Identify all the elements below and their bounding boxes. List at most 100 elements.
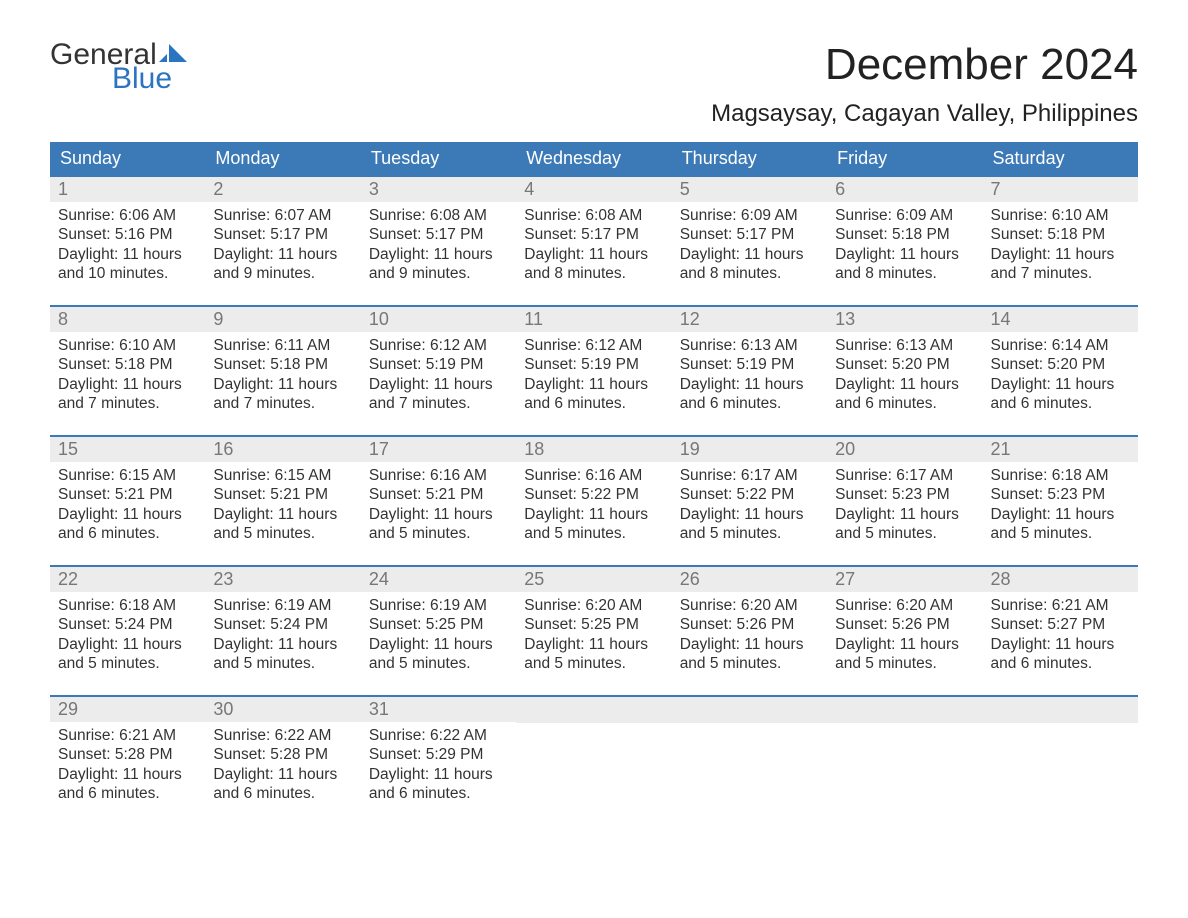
- daylight-line: Daylight: 11 hours and 5 minutes.: [524, 505, 663, 544]
- day-number: 6: [827, 177, 982, 202]
- daylight-line: Daylight: 11 hours and 6 minutes.: [58, 765, 197, 804]
- sunrise-line: Sunrise: 6:17 AM: [835, 466, 974, 485]
- calendar-cell: 8Sunrise: 6:10 AMSunset: 5:18 PMDaylight…: [50, 307, 205, 417]
- calendar-cell: 1Sunrise: 6:06 AMSunset: 5:16 PMDaylight…: [50, 177, 205, 287]
- sunset-line: Sunset: 5:20 PM: [991, 355, 1130, 374]
- sunrise-line: Sunrise: 6:13 AM: [680, 336, 819, 355]
- cell-body: Sunrise: 6:09 AMSunset: 5:17 PMDaylight:…: [672, 202, 827, 284]
- sunrise-line: Sunrise: 6:12 AM: [524, 336, 663, 355]
- daylight-line: Daylight: 11 hours and 10 minutes.: [58, 245, 197, 284]
- flag-icon: [159, 44, 187, 64]
- sunrise-line: Sunrise: 6:14 AM: [991, 336, 1130, 355]
- page-header: General Blue December 2024 Magsaysay, Ca…: [50, 40, 1138, 128]
- sunset-line: Sunset: 5:22 PM: [680, 485, 819, 504]
- daylight-line: Daylight: 11 hours and 5 minutes.: [835, 505, 974, 544]
- day-number: 18: [516, 437, 671, 462]
- daylight-line: Daylight: 11 hours and 5 minutes.: [213, 635, 352, 674]
- sunrise-line: Sunrise: 6:11 AM: [213, 336, 352, 355]
- daylight-line: Daylight: 11 hours and 6 minutes.: [369, 765, 508, 804]
- sunset-line: Sunset: 5:18 PM: [991, 225, 1130, 244]
- calendar-cell: 21Sunrise: 6:18 AMSunset: 5:23 PMDayligh…: [983, 437, 1138, 547]
- cell-body: Sunrise: 6:18 AMSunset: 5:24 PMDaylight:…: [50, 592, 205, 674]
- sunrise-line: Sunrise: 6:19 AM: [213, 596, 352, 615]
- sunset-line: Sunset: 5:18 PM: [835, 225, 974, 244]
- daylight-line: Daylight: 11 hours and 6 minutes.: [524, 375, 663, 414]
- sunrise-line: Sunrise: 6:18 AM: [58, 596, 197, 615]
- sunrise-line: Sunrise: 6:09 AM: [835, 206, 974, 225]
- sunrise-line: Sunrise: 6:15 AM: [213, 466, 352, 485]
- sunset-line: Sunset: 5:19 PM: [369, 355, 508, 374]
- daylight-line: Daylight: 11 hours and 6 minutes.: [991, 635, 1130, 674]
- day-number: 13: [827, 307, 982, 332]
- sunrise-line: Sunrise: 6:22 AM: [369, 726, 508, 745]
- sunset-line: Sunset: 5:27 PM: [991, 615, 1130, 634]
- week-row: 8Sunrise: 6:10 AMSunset: 5:18 PMDaylight…: [50, 305, 1138, 417]
- sunset-line: Sunset: 5:24 PM: [58, 615, 197, 634]
- day-header: Tuesday: [361, 142, 516, 175]
- calendar-cell: 2Sunrise: 6:07 AMSunset: 5:17 PMDaylight…: [205, 177, 360, 287]
- sunset-line: Sunset: 5:20 PM: [835, 355, 974, 374]
- cell-body: Sunrise: 6:13 AMSunset: 5:19 PMDaylight:…: [672, 332, 827, 414]
- daylight-line: Daylight: 11 hours and 7 minutes.: [991, 245, 1130, 284]
- daylight-line: Daylight: 11 hours and 7 minutes.: [58, 375, 197, 414]
- day-header: Monday: [205, 142, 360, 175]
- day-number: 20: [827, 437, 982, 462]
- day-number: 3: [361, 177, 516, 202]
- sunrise-line: Sunrise: 6:20 AM: [835, 596, 974, 615]
- cell-body: Sunrise: 6:06 AMSunset: 5:16 PMDaylight:…: [50, 202, 205, 284]
- sunset-line: Sunset: 5:28 PM: [213, 745, 352, 764]
- daylight-line: Daylight: 11 hours and 5 minutes.: [835, 635, 974, 674]
- day-number: 7: [983, 177, 1138, 202]
- sunrise-line: Sunrise: 6:08 AM: [369, 206, 508, 225]
- sunset-line: Sunset: 5:26 PM: [680, 615, 819, 634]
- cell-body: Sunrise: 6:16 AMSunset: 5:22 PMDaylight:…: [516, 462, 671, 544]
- day-number: 29: [50, 697, 205, 722]
- sunrise-line: Sunrise: 6:09 AM: [680, 206, 819, 225]
- sunrise-line: Sunrise: 6:13 AM: [835, 336, 974, 355]
- day-number: 1: [50, 177, 205, 202]
- daylight-line: Daylight: 11 hours and 6 minutes.: [58, 505, 197, 544]
- day-number: 30: [205, 697, 360, 722]
- day-number: 19: [672, 437, 827, 462]
- sunset-line: Sunset: 5:25 PM: [369, 615, 508, 634]
- daylight-line: Daylight: 11 hours and 5 minutes.: [369, 635, 508, 674]
- sunset-line: Sunset: 5:28 PM: [58, 745, 197, 764]
- cell-body: Sunrise: 6:17 AMSunset: 5:22 PMDaylight:…: [672, 462, 827, 544]
- day-number: 14: [983, 307, 1138, 332]
- calendar-cell: 3Sunrise: 6:08 AMSunset: 5:17 PMDaylight…: [361, 177, 516, 287]
- cell-body: Sunrise: 6:10 AMSunset: 5:18 PMDaylight:…: [50, 332, 205, 414]
- calendar-cell: 29Sunrise: 6:21 AMSunset: 5:28 PMDayligh…: [50, 697, 205, 807]
- daylight-line: Daylight: 11 hours and 5 minutes.: [680, 635, 819, 674]
- day-header: Thursday: [672, 142, 827, 175]
- sunset-line: Sunset: 5:18 PM: [58, 355, 197, 374]
- day-number: [827, 697, 982, 723]
- daylight-line: Daylight: 11 hours and 8 minutes.: [680, 245, 819, 284]
- sunset-line: Sunset: 5:21 PM: [58, 485, 197, 504]
- calendar-cell: 19Sunrise: 6:17 AMSunset: 5:22 PMDayligh…: [672, 437, 827, 547]
- location-subtitle: Magsaysay, Cagayan Valley, Philippines: [711, 100, 1138, 128]
- sunset-line: Sunset: 5:18 PM: [213, 355, 352, 374]
- day-number: [983, 697, 1138, 723]
- calendar-cell: [983, 697, 1138, 807]
- cell-body: Sunrise: 6:14 AMSunset: 5:20 PMDaylight:…: [983, 332, 1138, 414]
- calendar-cell: 30 Sunrise: 6:22 AMSunset: 5:28 PMDayligh…: [205, 697, 360, 807]
- sunrise-line: Sunrise: 6:22 AM: [213, 726, 352, 745]
- calendar-cell: 9Sunrise: 6:11 AMSunset: 5:18 PMDaylight…: [205, 307, 360, 417]
- day-number: 5: [672, 177, 827, 202]
- sunrise-line: Sunrise: 6:08 AM: [524, 206, 663, 225]
- sunset-line: Sunset: 5:25 PM: [524, 615, 663, 634]
- calendar-grid: SundayMondayTuesdayWednesdayThursdayFrid…: [50, 142, 1138, 807]
- day-number: 12: [672, 307, 827, 332]
- daylight-line: Daylight: 11 hours and 6 minutes.: [213, 765, 352, 804]
- sunset-line: Sunset: 5:17 PM: [369, 225, 508, 244]
- calendar-cell: 14Sunrise: 6:14 AMSunset: 5:20 PMDayligh…: [983, 307, 1138, 417]
- cell-body: Sunrise: 6:08 AMSunset: 5:17 PMDaylight:…: [516, 202, 671, 284]
- sunrise-line: Sunrise: 6:19 AM: [369, 596, 508, 615]
- sunrise-line: Sunrise: 6:10 AM: [58, 336, 197, 355]
- sunset-line: Sunset: 5:26 PM: [835, 615, 974, 634]
- month-year-title: December 2024: [711, 40, 1138, 90]
- day-header: Sunday: [50, 142, 205, 175]
- day-number: 25: [516, 567, 671, 592]
- calendar-cell: 12Sunrise: 6:13 AMSunset: 5:19 PMDayligh…: [672, 307, 827, 417]
- sunset-line: Sunset: 5:17 PM: [524, 225, 663, 244]
